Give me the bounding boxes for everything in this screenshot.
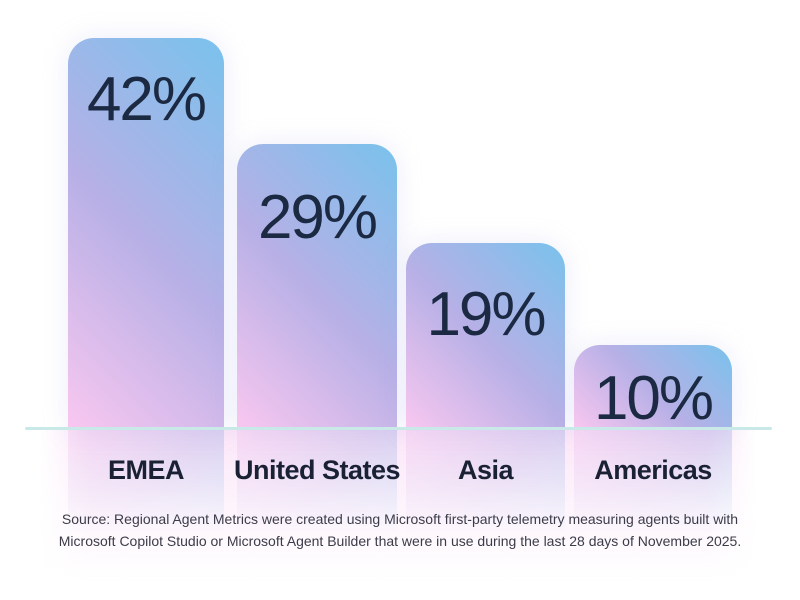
bar-value-americas: 10% — [593, 364, 714, 433]
bar-united-states: 29% — [237, 144, 397, 429]
bar-value-united-states: 29% — [257, 183, 378, 252]
bar-value-asia: 19% — [426, 280, 546, 349]
bar-reflection-asia — [406, 430, 565, 562]
axis-baseline — [25, 427, 772, 430]
source-note-line-2: Microsoft Copilot Studio or Microsoft Ag… — [58, 533, 742, 549]
source-note: Source: Regional Agent Metrics were crea… — [0, 508, 800, 552]
source-note-line-1: Source: Regional Agent Metrics were crea… — [61, 511, 739, 527]
category-label-united-states: United States — [233, 455, 401, 485]
bar-reflection-americas — [574, 430, 732, 562]
bar-value-emea: 42% — [86, 65, 207, 134]
bar-reflection-emea — [68, 430, 224, 562]
category-label-asia: Asia — [457, 455, 514, 485]
bar-americas: 10% — [574, 345, 732, 433]
bar-emea: 42% — [68, 38, 224, 429]
category-label-americas: Americas — [594, 455, 712, 485]
category-label-emea: EMEA — [107, 455, 185, 485]
bar-reflection-united-states — [237, 430, 397, 562]
bar-asia: 19% — [406, 243, 565, 429]
baseline-glow — [40, 430, 756, 582]
